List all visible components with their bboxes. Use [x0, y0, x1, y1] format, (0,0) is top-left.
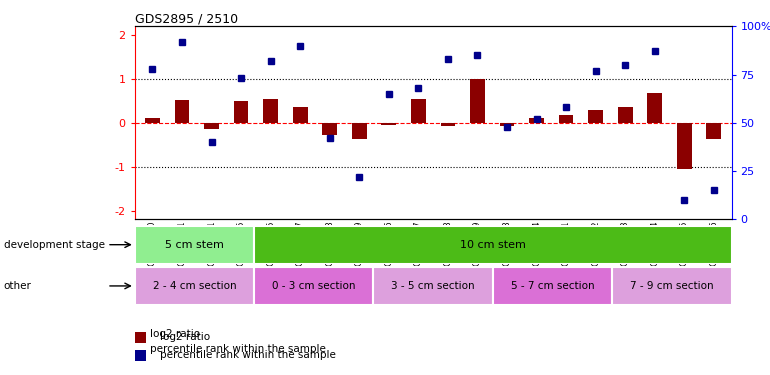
- Text: log2 ratio: log2 ratio: [160, 332, 210, 342]
- Text: 2 - 4 cm section: 2 - 4 cm section: [152, 281, 236, 291]
- Bar: [145, 118, 160, 123]
- Bar: [381, 123, 397, 125]
- Text: percentile rank within the sample: percentile rank within the sample: [150, 344, 326, 354]
- Text: 5 cm stem: 5 cm stem: [165, 240, 224, 250]
- Text: 10 cm stem: 10 cm stem: [460, 240, 526, 250]
- Bar: [204, 123, 219, 129]
- Bar: [135, 226, 254, 264]
- Bar: [373, 267, 493, 305]
- Text: GDS2895 / 2510: GDS2895 / 2510: [135, 12, 238, 25]
- Text: development stage: development stage: [4, 240, 105, 249]
- Text: other: other: [4, 281, 32, 291]
- Bar: [612, 267, 731, 305]
- Bar: [254, 267, 373, 305]
- Bar: [411, 99, 426, 123]
- Text: log2 ratio: log2 ratio: [150, 329, 200, 339]
- Text: 5 - 7 cm section: 5 - 7 cm section: [511, 281, 594, 291]
- Bar: [323, 123, 337, 135]
- Bar: [440, 123, 455, 126]
- Bar: [352, 123, 367, 140]
- Bar: [529, 118, 544, 123]
- Bar: [559, 115, 574, 123]
- Bar: [648, 93, 662, 123]
- Bar: [293, 108, 307, 123]
- Bar: [175, 100, 189, 123]
- Text: 0 - 3 cm section: 0 - 3 cm section: [272, 281, 356, 291]
- Bar: [588, 110, 603, 123]
- Text: 3 - 5 cm section: 3 - 5 cm section: [391, 281, 475, 291]
- Bar: [135, 332, 146, 343]
- Bar: [618, 108, 632, 123]
- Bar: [254, 226, 732, 264]
- Bar: [135, 267, 254, 305]
- Text: 7 - 9 cm section: 7 - 9 cm section: [630, 281, 714, 291]
- Bar: [135, 350, 146, 361]
- Text: percentile rank within the sample: percentile rank within the sample: [160, 350, 336, 360]
- Bar: [234, 101, 249, 123]
- Bar: [493, 267, 612, 305]
- Bar: [263, 99, 278, 123]
- Bar: [500, 123, 514, 126]
- Bar: [677, 123, 691, 169]
- Bar: [470, 79, 485, 123]
- Bar: [706, 123, 721, 140]
